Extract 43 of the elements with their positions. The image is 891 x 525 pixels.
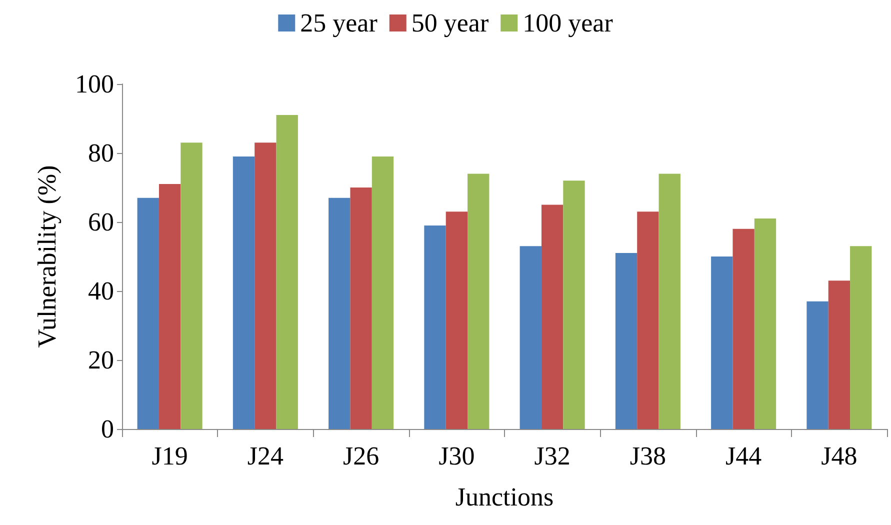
bar: [806, 301, 828, 429]
bar: [828, 280, 850, 429]
bar: [711, 256, 733, 429]
bar: [232, 156, 255, 429]
bar: [158, 184, 181, 429]
y-tick-label: 100: [75, 70, 114, 98]
bar: [372, 156, 394, 429]
bar: [658, 174, 680, 429]
x-tick-label: J30: [438, 442, 475, 470]
x-tick-label: J32: [534, 442, 570, 470]
bar: [350, 188, 372, 429]
y-tick-label: 20: [88, 346, 114, 374]
bar: [850, 246, 872, 429]
bar: [276, 115, 298, 429]
bar: [541, 204, 564, 429]
y-tick-label: 80: [88, 138, 114, 168]
y-tick-label: 0: [101, 414, 114, 444]
legend-label: 50 year: [411, 8, 489, 38]
bar: [637, 212, 659, 429]
legend-label: 25 year: [300, 8, 378, 38]
y-tick-label: 40: [88, 276, 114, 306]
x-tick-label: J26: [343, 442, 380, 470]
bar: [468, 174, 490, 429]
y-tick-label: 60: [88, 208, 114, 236]
bar: [328, 198, 350, 429]
bar: [754, 218, 776, 429]
x-axis-title: Junctions: [455, 482, 554, 512]
x-tick-label: J38: [630, 442, 666, 470]
bar: [520, 246, 542, 429]
bar: [563, 180, 585, 429]
bar: [180, 142, 202, 429]
x-tick-label: J48: [821, 442, 858, 470]
x-tick-label: J44: [726, 442, 762, 470]
legend-label: 100 year: [522, 8, 614, 38]
bar: [446, 212, 468, 429]
bar: [137, 198, 159, 429]
bar: [424, 225, 446, 429]
bar: [254, 142, 276, 429]
y-axis-title: Vulnerability (%): [32, 165, 62, 348]
bar: [615, 253, 638, 429]
x-tick-label: J24: [247, 442, 284, 470]
bar: [732, 228, 754, 429]
x-tick-label: J19: [152, 442, 188, 470]
